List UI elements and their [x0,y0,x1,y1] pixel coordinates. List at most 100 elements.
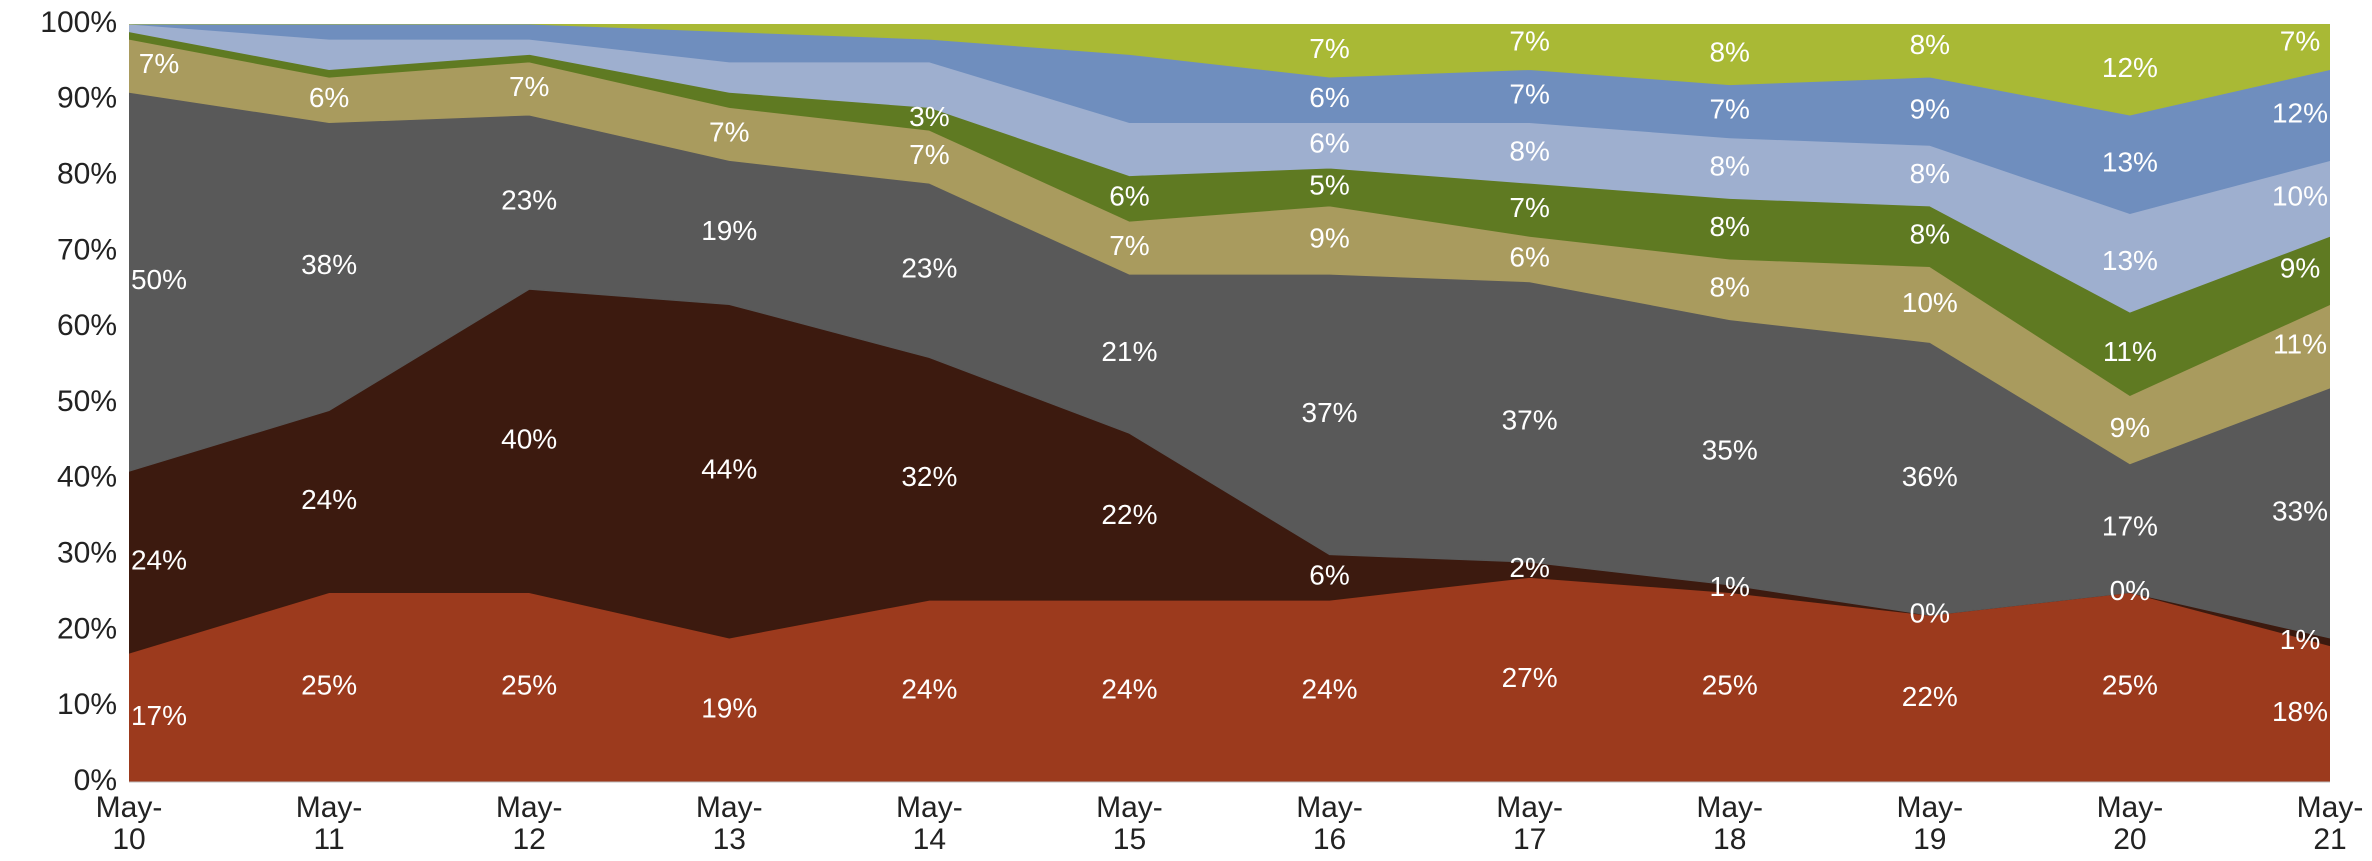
data-label: 25% [301,670,357,701]
data-label: 8% [1509,135,1549,166]
data-label: 24% [131,545,187,576]
x-tick-label: May-20 [2096,791,2164,856]
data-label: 27% [1502,662,1558,693]
y-tick-label: 40% [57,461,117,494]
data-label: 7% [509,71,549,102]
data-label: 12% [2102,52,2158,83]
x-tick-label: May-17 [1496,791,1563,856]
y-tick-label: 80% [57,158,117,191]
data-label: 38% [301,249,357,280]
data-label: 19% [701,692,757,723]
data-label: 7% [1309,33,1349,64]
data-label: 11% [2273,329,2327,360]
data-label: 24% [1101,673,1157,704]
data-label: 7% [139,48,179,79]
data-label: 37% [1302,397,1358,428]
data-label: 40% [501,423,557,454]
data-label: 50% [131,264,187,295]
data-label: 8% [1910,29,1950,60]
data-label: 25% [1702,670,1758,701]
data-label: 8% [1709,150,1749,181]
x-tick-label: May-14 [896,791,963,856]
area [129,576,2330,782]
data-label: 6% [1309,128,1349,159]
data-label: 22% [1101,499,1157,530]
data-label: 6% [309,82,349,113]
data-label: 1% [2280,624,2320,655]
data-label: 23% [901,253,957,284]
x-tick-label: May-18 [1696,791,1764,856]
data-label: 6% [1109,181,1149,212]
y-tick-label: 10% [57,688,117,721]
data-labels: 17% 25% 25% 19% 24% 24% 24% 27% 25% 22% 25% 18% 24% 2… [131,25,2328,731]
data-label: 7% [1509,25,1549,56]
x-tick-label: May-15 [1096,791,1163,856]
data-label: 8% [1910,219,1950,250]
data-label: 10% [1902,287,1958,318]
data-label: 10% [2272,181,2328,212]
data-label: 0% [2110,575,2150,606]
data-label: 25% [501,670,557,701]
data-label: 3% [909,101,949,132]
data-label: 9% [1910,94,1950,125]
data-label: 19% [701,215,757,246]
data-label: 7% [1509,192,1549,223]
y-tick-label: 30% [57,537,117,570]
data-label: 6% [1509,241,1549,272]
y-tick-label: 100% [40,6,117,39]
data-label: 32% [901,461,957,492]
data-label: 22% [1902,681,1958,712]
data-label: 11% [2103,336,2157,367]
data-label: 7% [1509,78,1549,109]
data-label: 5% [1309,169,1349,200]
data-label: 33% [2272,495,2328,526]
data-label: 7% [1709,94,1749,125]
data-label: 25% [2102,670,2158,701]
data-label: 9% [1309,222,1349,253]
data-label: 8% [1709,272,1749,303]
y-tick-label: 50% [57,385,117,418]
x-tick-label: May-13 [695,791,763,856]
data-label: 7% [909,139,949,170]
data-label: 24% [901,673,957,704]
data-label: 36% [1902,461,1958,492]
plot-area [129,24,2330,782]
x-tick-label: May-21 [2296,791,2364,856]
data-label: 24% [1302,673,1358,704]
data-label: 6% [1309,560,1349,591]
area [129,24,2330,116]
data-label: 13% [2102,245,2158,276]
data-label: 18% [2272,696,2328,727]
y-tick-label: 0% [74,764,117,797]
data-label: 8% [1709,37,1749,68]
y-tick-label: 90% [57,82,117,115]
data-label: 1% [1709,571,1749,602]
data-label: 37% [1502,404,1558,435]
y-tick-label: 60% [57,309,117,342]
data-label: 24% [301,484,357,515]
data-label: 9% [2280,253,2320,284]
data-label: 17% [2102,510,2158,541]
data-label: 7% [2280,25,2320,56]
y-tick-label: 20% [57,612,117,645]
data-label: 7% [709,116,749,147]
data-label: 2% [1509,552,1549,583]
data-label: 23% [501,185,557,216]
x-tick-label: May-19 [1896,791,1964,856]
data-label: 7% [1109,230,1149,261]
x-tick-label: May-10 [95,791,163,856]
y-tick-label: 70% [57,233,117,266]
data-label: 12% [2272,97,2328,128]
data-label: 21% [1101,336,1157,367]
data-label: 44% [701,454,757,485]
x-tick-label: May-11 [295,791,363,856]
data-label: 8% [1709,211,1749,242]
x-tick-label: May-16 [1296,791,1363,856]
data-label: 0% [1910,598,1950,629]
data-label: 8% [1910,158,1950,189]
data-label: 9% [2110,412,2150,443]
x-tick-label: May-12 [495,791,563,856]
data-label: 6% [1309,82,1349,113]
